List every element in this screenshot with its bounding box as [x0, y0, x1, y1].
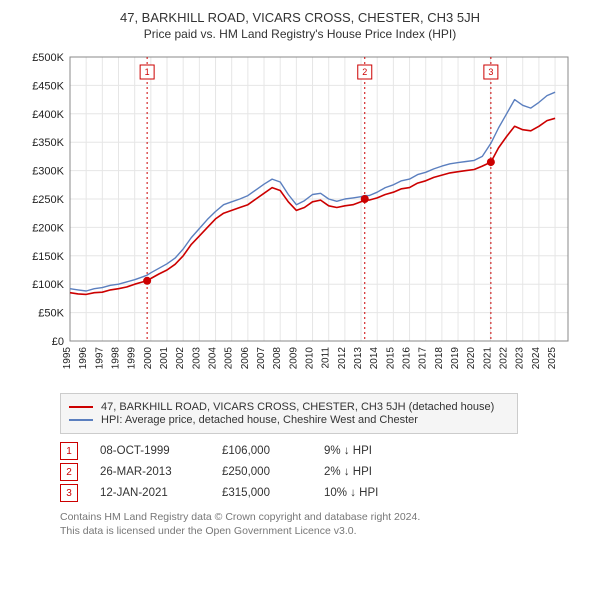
transaction-table: 1 08-OCT-1999 £106,000 9% ↓ HPI 2 26-MAR-2013…	[60, 442, 520, 502]
transaction-row: 2 26-MAR-2013 £250,000 2% ↓ HPI	[60, 463, 520, 481]
svg-text:£150K: £150K	[32, 251, 64, 263]
transaction-date: 12-JAN-2021	[100, 487, 200, 499]
svg-text:£50K: £50K	[38, 308, 64, 320]
legend-item: HPI: Average price, detached house, Ches…	[69, 414, 509, 426]
transaction-pct: 9% ↓ HPI	[324, 445, 434, 457]
legend-swatch	[69, 406, 93, 408]
svg-text:2006: 2006	[240, 347, 251, 370]
svg-text:1: 1	[145, 67, 150, 77]
svg-text:2018: 2018	[434, 347, 445, 370]
svg-text:2002: 2002	[175, 347, 186, 370]
svg-text:£350K: £350K	[32, 137, 64, 149]
svg-text:2: 2	[362, 67, 367, 77]
svg-text:2020: 2020	[466, 347, 477, 370]
svg-text:£400K: £400K	[32, 109, 64, 121]
svg-text:£100K: £100K	[32, 279, 64, 291]
svg-text:1998: 1998	[111, 347, 122, 370]
svg-text:£0: £0	[52, 336, 64, 348]
svg-text:1995: 1995	[62, 347, 73, 370]
svg-text:1996: 1996	[78, 347, 89, 370]
svg-text:2024: 2024	[531, 347, 542, 370]
svg-text:2014: 2014	[369, 347, 380, 370]
transaction-date: 08-OCT-1999	[100, 445, 200, 457]
legend-label: 47, BARKHILL ROAD, VICARS CROSS, CHESTER…	[101, 401, 494, 413]
legend-swatch	[69, 419, 93, 421]
legend-label: HPI: Average price, detached house, Ches…	[101, 414, 418, 426]
svg-text:2012: 2012	[337, 347, 348, 370]
transaction-price: £106,000	[222, 445, 302, 457]
svg-text:2005: 2005	[224, 347, 235, 370]
transaction-row: 1 08-OCT-1999 £106,000 9% ↓ HPI	[60, 442, 520, 460]
svg-text:3: 3	[488, 67, 493, 77]
svg-text:£250K: £250K	[32, 194, 64, 206]
transaction-pct: 2% ↓ HPI	[324, 466, 434, 478]
svg-text:2007: 2007	[256, 347, 267, 370]
svg-text:2011: 2011	[321, 347, 332, 369]
transaction-price: £250,000	[222, 466, 302, 478]
chart: £0 £50K £100K £150K £200K £250K £300K £350K £400…	[20, 51, 580, 381]
svg-text:£500K: £500K	[32, 52, 64, 64]
footer-line2: This data is licensed under the Open Gov…	[60, 524, 520, 538]
transaction-badge: 1	[60, 442, 78, 460]
svg-text:2021: 2021	[482, 347, 493, 370]
legend-item: 47, BARKHILL ROAD, VICARS CROSS, CHESTER…	[69, 401, 509, 413]
chart-title: 47, BARKHILL ROAD, VICARS CROSS, CHESTER…	[10, 10, 590, 25]
svg-text:2009: 2009	[288, 347, 299, 370]
svg-text:2004: 2004	[208, 347, 219, 370]
svg-text:2019: 2019	[450, 347, 461, 370]
svg-text:1997: 1997	[94, 347, 105, 370]
svg-text:2013: 2013	[353, 347, 364, 370]
svg-text:£300K: £300K	[32, 166, 64, 178]
chart-svg: £0 £50K £100K £150K £200K £250K £300K £350K £400…	[20, 51, 580, 381]
svg-text:2016: 2016	[402, 347, 413, 370]
transaction-date: 26-MAR-2013	[100, 466, 200, 478]
svg-text:2015: 2015	[385, 347, 396, 370]
footer: Contains HM Land Registry data © Crown c…	[60, 510, 520, 538]
svg-text:2000: 2000	[143, 347, 154, 370]
transaction-badge: 3	[60, 484, 78, 502]
svg-text:2023: 2023	[515, 347, 526, 370]
transaction-pct: 10% ↓ HPI	[324, 487, 434, 499]
svg-text:2022: 2022	[499, 347, 510, 370]
svg-text:2003: 2003	[191, 347, 202, 370]
svg-text:2025: 2025	[547, 347, 558, 370]
legend: 47, BARKHILL ROAD, VICARS CROSS, CHESTER…	[60, 393, 518, 434]
transaction-price: £315,000	[222, 487, 302, 499]
svg-text:2008: 2008	[272, 347, 283, 370]
svg-text:2001: 2001	[159, 347, 170, 370]
transaction-badge: 2	[60, 463, 78, 481]
svg-text:2017: 2017	[418, 347, 429, 370]
chart-subtitle: Price paid vs. HM Land Registry's House …	[10, 27, 590, 41]
footer-line1: Contains HM Land Registry data © Crown c…	[60, 510, 520, 524]
svg-text:£450K: £450K	[32, 80, 64, 92]
transaction-row: 3 12-JAN-2021 £315,000 10% ↓ HPI	[60, 484, 520, 502]
svg-text:1999: 1999	[127, 347, 138, 370]
svg-text:2010: 2010	[305, 347, 316, 370]
svg-text:£200K: £200K	[32, 222, 64, 234]
